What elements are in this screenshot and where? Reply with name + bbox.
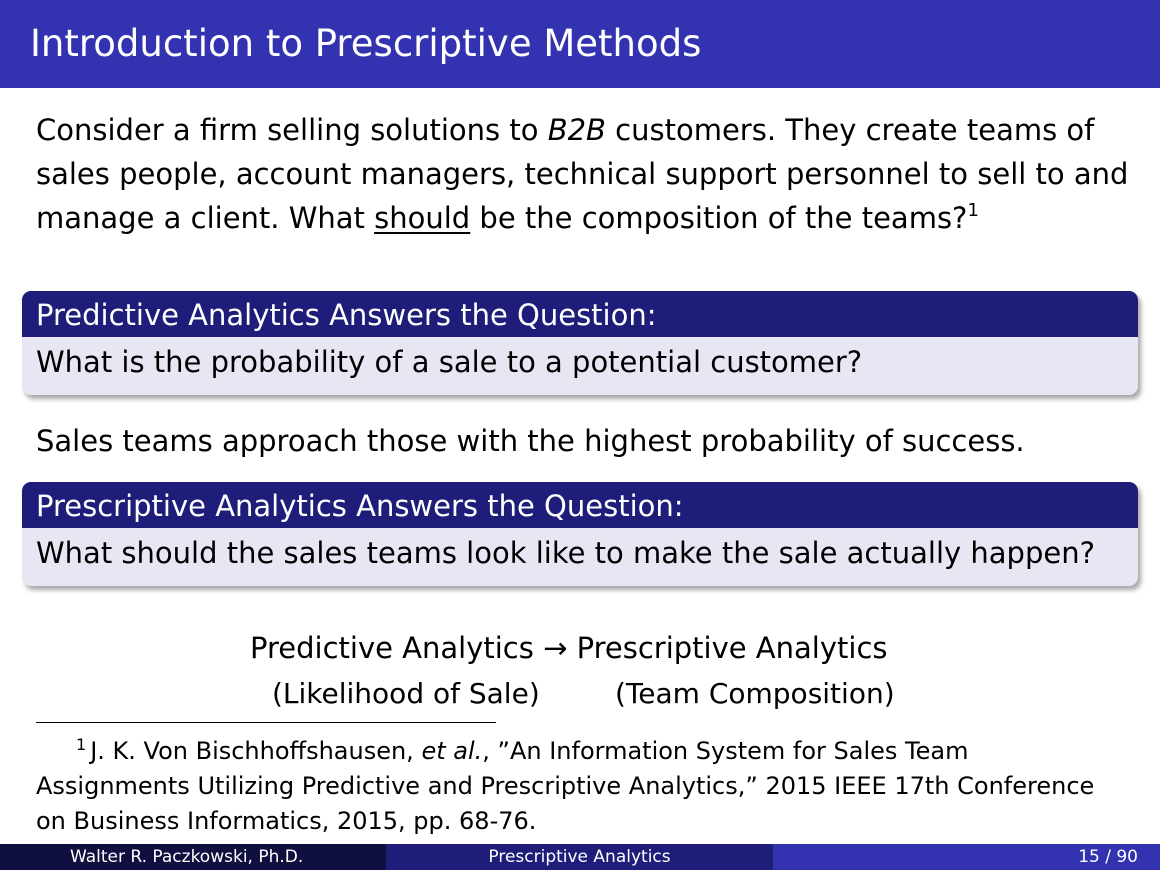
prescriptive-block: Prescriptive Analytics Answers the Quest… [22,482,1138,586]
intro-text-2: customers. They create teams of sales pe… [36,113,1129,235]
footer-author-segment: Walter R. Paczkowski, Ph.D. [0,844,386,870]
flow-to-note: (Team Composition) [615,677,895,710]
intro-paragraph: Consider a firm selling solutions to B2B… [36,108,1136,240]
predictive-block-body: What is the probability of a sale to a p… [36,345,863,379]
slide-title: Introduction to Prescriptive Methods [30,22,702,65]
footer-topic-segment: Prescriptive Analytics [386,844,773,870]
slide-footer: Walter R. Paczkowski, Ph.D. Prescriptive… [0,844,1160,870]
footnote-etal: et al. [421,737,483,765]
footer-page-segment: 15 / 90 [773,844,1160,870]
intro-footnote-mark: 1 [967,200,979,221]
intro-text-1: Consider a firm selling solutions to [36,113,548,147]
footnote: 1 J. K. Von Bischhoffshausen, et al., ”An… [36,734,1126,839]
intro-underlined: should [374,201,471,235]
prescriptive-block-heading: Prescriptive Analytics Answers the Quest… [22,482,1138,528]
predictive-block-heading: Predictive Analytics Answers the Questio… [22,291,1138,337]
predictive-block: Predictive Analytics Answers the Questio… [22,291,1138,395]
flow-main-row: Predictive Analytics → Prescriptive Anal… [250,626,888,670]
intro-emphasis: B2B [547,113,606,147]
prescriptive-block-body: What should the sales teams look like to… [36,536,1095,570]
footer-author: Walter R. Paczkowski, Ph.D. [70,847,304,867]
flow-from: Predictive Analytics [250,631,534,665]
footer-page-number: 15 / 90 [1078,847,1138,867]
flow-from-note: (Likelihood of Sale) [272,677,540,710]
flow-arrow-icon: → [543,631,568,665]
middle-text: Sales teams approach those with the high… [36,424,1025,458]
footnote-rest: , ”An Information System for Sales Team … [36,737,1095,835]
flow-to: Prescriptive Analytics [576,631,888,665]
footnote-mark: 1 [76,735,87,754]
footnote-divider [36,722,496,723]
intro-text-3: be the composition of the teams? [470,201,968,235]
title-bar: Introduction to Prescriptive Methods [0,0,1160,88]
footnote-authors: J. K. Von Bischhoffshausen, [90,737,422,765]
footer-topic: Prescriptive Analytics [488,847,671,867]
